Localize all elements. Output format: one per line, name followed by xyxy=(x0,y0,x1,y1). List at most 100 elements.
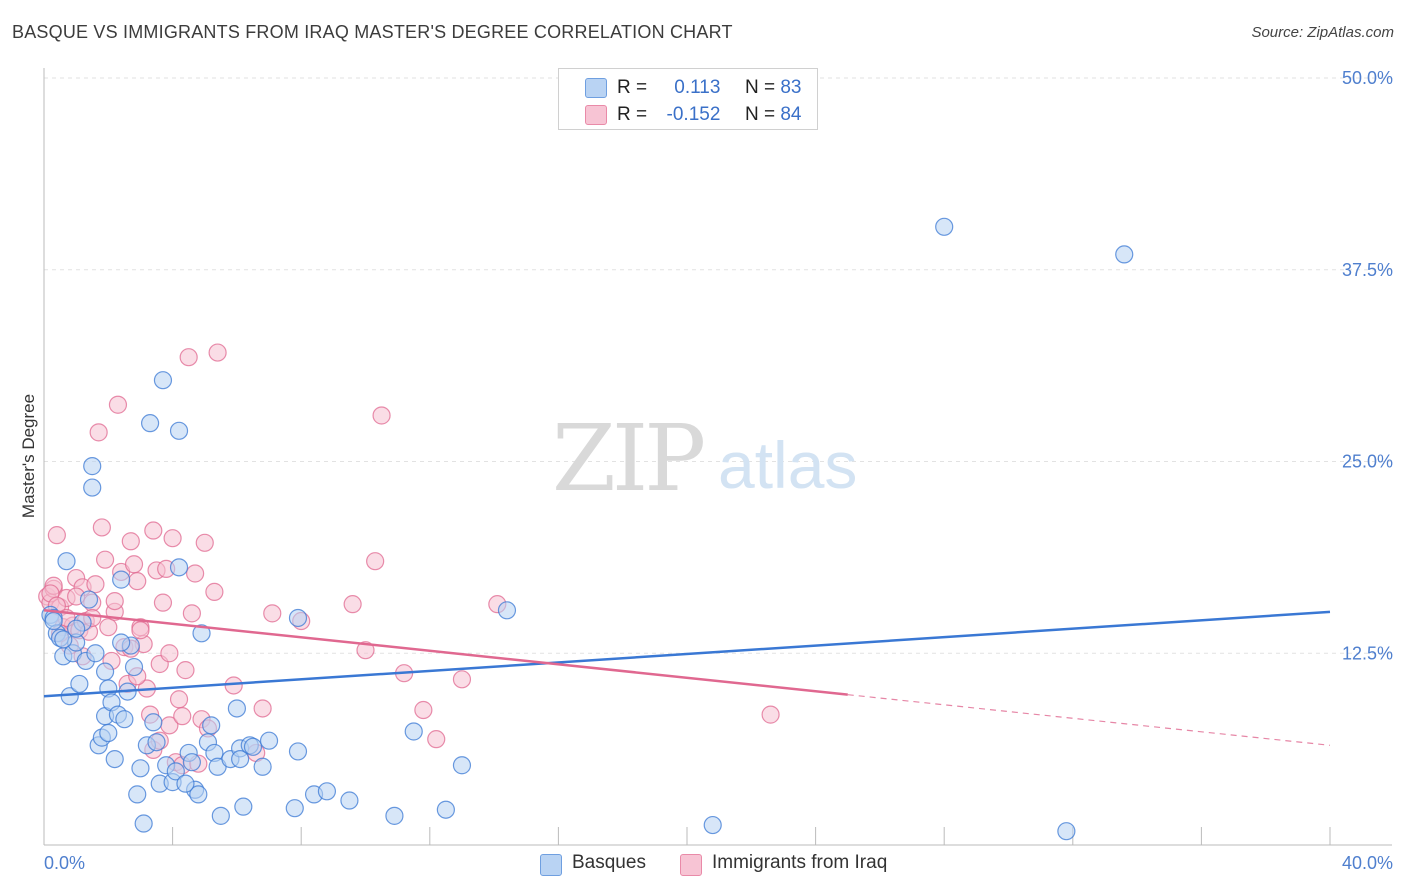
y-tick-label: 12.5% xyxy=(1342,643,1393,663)
watermark-atlas: atlas xyxy=(718,428,857,502)
iraq-point xyxy=(128,572,147,591)
basque-point xyxy=(935,217,954,236)
iraq-point xyxy=(47,526,66,545)
basque-point xyxy=(243,737,263,756)
basque-point xyxy=(227,699,246,718)
iraq-point xyxy=(173,707,192,726)
iraq-point xyxy=(179,348,198,367)
iraq-point xyxy=(99,618,118,637)
legend-swatch-basques xyxy=(585,78,607,98)
basque-point xyxy=(1115,245,1134,264)
basque-point xyxy=(95,662,115,681)
basque-point xyxy=(231,749,250,769)
basque-point xyxy=(112,570,131,589)
gridlines xyxy=(44,77,1392,654)
iraq-trend-line xyxy=(43,609,848,696)
watermark: ZIP atlas xyxy=(552,405,857,512)
trend-lines xyxy=(43,609,1331,746)
iraq-point xyxy=(761,705,780,724)
basque-point xyxy=(134,814,153,833)
basque-point xyxy=(234,797,253,816)
basque-point xyxy=(176,774,195,793)
iraq-point xyxy=(176,661,195,680)
basque-point xyxy=(169,558,189,577)
iraq-point xyxy=(224,676,243,695)
y-axis-label: Master's Degree xyxy=(19,394,38,518)
basque-point xyxy=(436,800,455,819)
basque-point xyxy=(144,713,163,732)
stats-legend: R = 0.113 N = 83 R = -0.152 N = 84 xyxy=(558,68,818,130)
basque-point xyxy=(86,644,105,663)
basque-point xyxy=(57,552,76,571)
basque-point xyxy=(44,611,63,631)
basque-point xyxy=(404,722,423,741)
iraq-point xyxy=(452,670,472,689)
basque-point xyxy=(182,753,201,772)
basque-point xyxy=(1057,822,1076,841)
basque-point xyxy=(317,782,337,801)
iraq-point xyxy=(356,641,375,660)
iraq-point xyxy=(144,521,163,540)
iraq-point xyxy=(131,621,150,640)
axes xyxy=(43,68,1392,846)
basque-point xyxy=(99,723,118,743)
iraq-point xyxy=(414,700,433,720)
basque-point xyxy=(497,601,517,620)
iraq-trend-line-extension xyxy=(847,694,1331,746)
basque-point xyxy=(211,806,230,825)
legend-swatch-iraq xyxy=(585,105,607,125)
iraq-point xyxy=(343,595,362,614)
legend-r-value-basques: 0.113 xyxy=(674,77,721,98)
iraq-point xyxy=(253,699,272,718)
chart-title: BASQUE VS IMMIGRANTS FROM IRAQ MASTER'S … xyxy=(12,22,733,42)
watermark-zip: ZIP xyxy=(552,405,703,512)
basque-point xyxy=(153,371,173,390)
basque-point xyxy=(70,674,89,694)
legend-n-label: N = xyxy=(744,104,776,125)
basque-point xyxy=(67,619,86,638)
y-tick-label: 25.0% xyxy=(1342,452,1393,472)
x-tick-label: 40.0% xyxy=(1342,853,1393,873)
iraq-point xyxy=(95,550,115,569)
legend-n-label: N = xyxy=(744,77,776,98)
iraq-point xyxy=(108,395,128,414)
series-label-basques: Basques xyxy=(572,852,646,873)
basque-point xyxy=(202,716,221,735)
legend-n-value-iraq: 84 xyxy=(780,104,802,125)
iraq-point xyxy=(205,582,224,601)
basque-point xyxy=(189,785,208,804)
basque-point xyxy=(253,757,272,776)
basque-point xyxy=(79,590,99,609)
series-swatch-iraq xyxy=(680,854,702,876)
iraq-point xyxy=(86,575,105,594)
basque-point xyxy=(105,749,124,769)
basque-point xyxy=(285,799,304,818)
basque-point xyxy=(192,624,211,643)
iraq-point xyxy=(427,730,446,749)
iraq-point xyxy=(92,518,111,537)
basque-point xyxy=(703,815,722,835)
iraq-point xyxy=(195,533,214,552)
basque-point xyxy=(166,762,185,781)
basque-point xyxy=(259,731,279,750)
x-tick-labels: 0.0% 40.0% xyxy=(44,853,1393,873)
iraq-point xyxy=(186,564,205,583)
basque-point xyxy=(131,759,150,778)
basque-point xyxy=(112,633,131,652)
iraq-point xyxy=(105,591,124,611)
y-tick-label: 50.0% xyxy=(1342,68,1393,88)
basque-point xyxy=(83,457,102,476)
basque-point xyxy=(288,608,308,628)
series-swatch-basques xyxy=(540,854,562,876)
basque-point xyxy=(147,733,166,752)
legend-r-label: R = xyxy=(617,77,648,98)
iraq-point xyxy=(160,644,179,663)
series-label-iraq: Immigrants from Iraq xyxy=(712,852,888,873)
iraq-point xyxy=(372,406,391,425)
iraq-point xyxy=(153,593,173,612)
iraq-point xyxy=(208,343,227,362)
iraq-point xyxy=(366,552,385,571)
basque-point xyxy=(128,785,147,804)
basque-trend-line xyxy=(43,610,1331,698)
